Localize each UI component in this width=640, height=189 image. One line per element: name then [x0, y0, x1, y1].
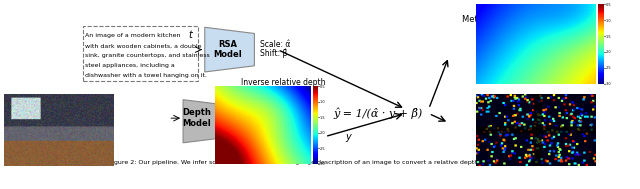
Text: t: t — [189, 30, 193, 40]
Text: Shift: β̂: Shift: β̂ — [260, 49, 287, 58]
Text: Scale: α̂: Scale: α̂ — [260, 40, 290, 49]
Text: sink, granite countertops, and stainless: sink, granite countertops, and stainless — [85, 53, 210, 58]
Text: with dark wooden cabinets, a double: with dark wooden cabinets, a double — [85, 43, 202, 48]
Text: Figure 2: Our pipeline. We infer scale and shift from the language description o: Figure 2: Our pipeline. We infer scale a… — [109, 160, 547, 165]
Text: RSA
Model: RSA Model — [214, 40, 243, 59]
Text: y: y — [345, 132, 351, 142]
FancyBboxPatch shape — [83, 26, 198, 81]
Text: ❄: ❄ — [216, 115, 227, 128]
Text: ŷ: ŷ — [562, 51, 568, 62]
Text: ŷ = 1/(α̂ · y + β̂): ŷ = 1/(α̂ · y + β̂) — [333, 108, 423, 119]
Polygon shape — [205, 27, 254, 72]
Text: y*: y* — [562, 106, 572, 115]
Text: Depth
Model: Depth Model — [182, 108, 211, 128]
Text: steel appliances, including a: steel appliances, including a — [85, 64, 175, 68]
Text: Inverse relative depth: Inverse relative depth — [241, 78, 325, 87]
Text: Ground
Truth: Ground Truth — [562, 113, 588, 126]
Text: Meters: Meters — [545, 20, 562, 25]
Text: Metric depth: Metric depth — [461, 15, 515, 24]
Polygon shape — [183, 100, 233, 143]
Text: dishwasher with a towel hanging on it.: dishwasher with a towel hanging on it. — [85, 74, 207, 78]
Text: An image of a modern kitchen: An image of a modern kitchen — [85, 33, 181, 38]
